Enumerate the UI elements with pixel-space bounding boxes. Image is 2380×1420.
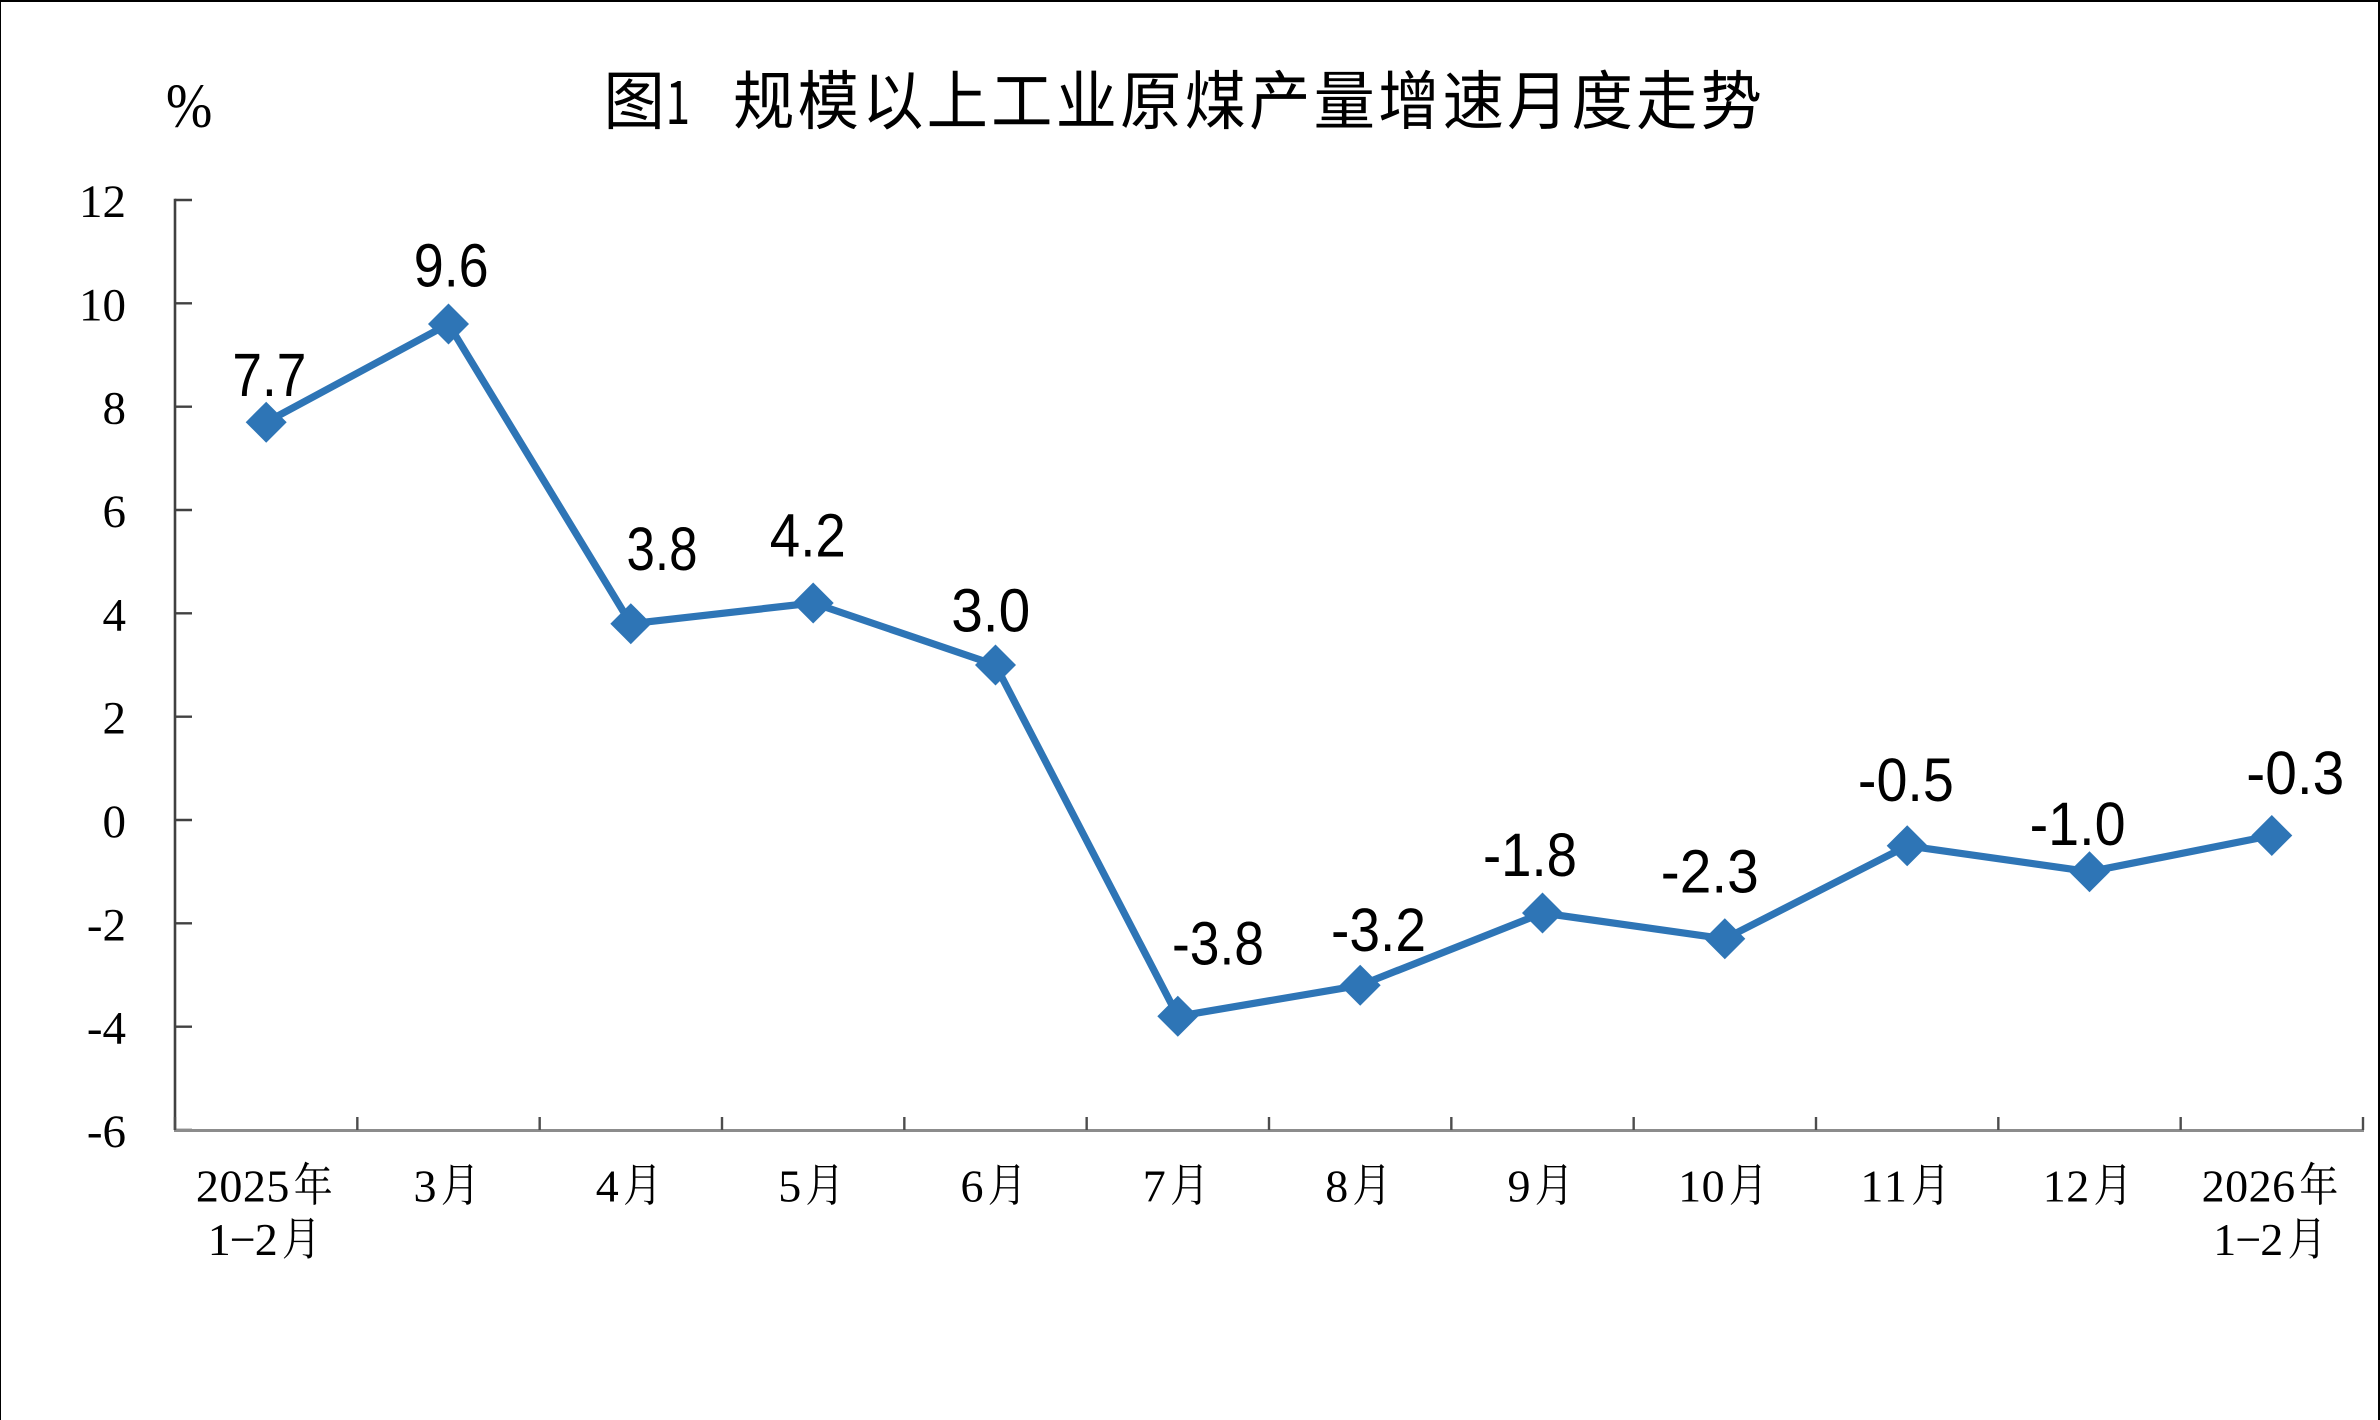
- svg-text:2: 2: [255, 1214, 278, 1265]
- svg-text:2: 2: [196, 1160, 219, 1211]
- svg-text:5: 5: [778, 1160, 801, 1211]
- svg-text:6: 6: [961, 1160, 984, 1211]
- svg-text:4: 4: [596, 1160, 619, 1211]
- svg-text:0: 0: [219, 1160, 242, 1211]
- svg-text:4: 4: [103, 589, 127, 641]
- svg-text:0: 0: [1702, 1160, 1725, 1211]
- svg-text:2: 2: [2202, 1160, 2225, 1211]
- svg-text:3: 3: [414, 1160, 437, 1211]
- svg-text:-2: -2: [87, 899, 126, 951]
- svg-text:7.7: 7.7: [232, 341, 306, 409]
- svg-text:-3.8: -3.8: [1172, 910, 1264, 978]
- svg-text:12: 12: [79, 176, 126, 228]
- svg-text:2: 2: [2249, 1160, 2272, 1211]
- svg-text:−: −: [2235, 1214, 2261, 1265]
- svg-text:%: %: [166, 73, 213, 141]
- svg-text:0: 0: [2225, 1160, 2248, 1211]
- svg-text:-3.2: -3.2: [1331, 896, 1426, 964]
- svg-text:6: 6: [2272, 1160, 2295, 1211]
- svg-text:8: 8: [1325, 1160, 1348, 1211]
- svg-text:9: 9: [1508, 1160, 1531, 1211]
- svg-text:-2.3: -2.3: [1661, 838, 1759, 906]
- svg-text:−: −: [230, 1214, 256, 1265]
- svg-text:6: 6: [103, 486, 127, 538]
- svg-text:8: 8: [103, 383, 127, 435]
- svg-text:1: 1: [1678, 1160, 1701, 1211]
- svg-text:2: 2: [103, 693, 127, 745]
- svg-text:10: 10: [79, 279, 126, 331]
- svg-text:-1.0: -1.0: [2030, 790, 2126, 858]
- svg-text:-4: -4: [87, 1003, 126, 1055]
- svg-text:3.8: 3.8: [627, 515, 698, 583]
- svg-text:1: 1: [1860, 1160, 1883, 1211]
- svg-text:2: 2: [243, 1160, 266, 1211]
- svg-text:3.0: 3.0: [951, 577, 1030, 645]
- svg-text:-1.8: -1.8: [1483, 821, 1577, 889]
- svg-text:2: 2: [2066, 1160, 2089, 1211]
- svg-text:1: 1: [1884, 1160, 1907, 1211]
- svg-text:4.2: 4.2: [770, 502, 846, 570]
- svg-text:9.6: 9.6: [414, 232, 489, 300]
- svg-text:0: 0: [103, 796, 127, 848]
- svg-text:1: 1: [2213, 1214, 2236, 1265]
- svg-text:7: 7: [1143, 1160, 1166, 1211]
- svg-text:-0.5: -0.5: [1858, 746, 1954, 814]
- svg-text:1: 1: [2043, 1160, 2066, 1211]
- svg-text:-6: -6: [87, 1106, 126, 1158]
- svg-text:2: 2: [2260, 1214, 2283, 1265]
- svg-text:-0.3: -0.3: [2246, 739, 2344, 807]
- svg-text:1: 1: [208, 1214, 231, 1265]
- svg-text:5: 5: [266, 1160, 289, 1211]
